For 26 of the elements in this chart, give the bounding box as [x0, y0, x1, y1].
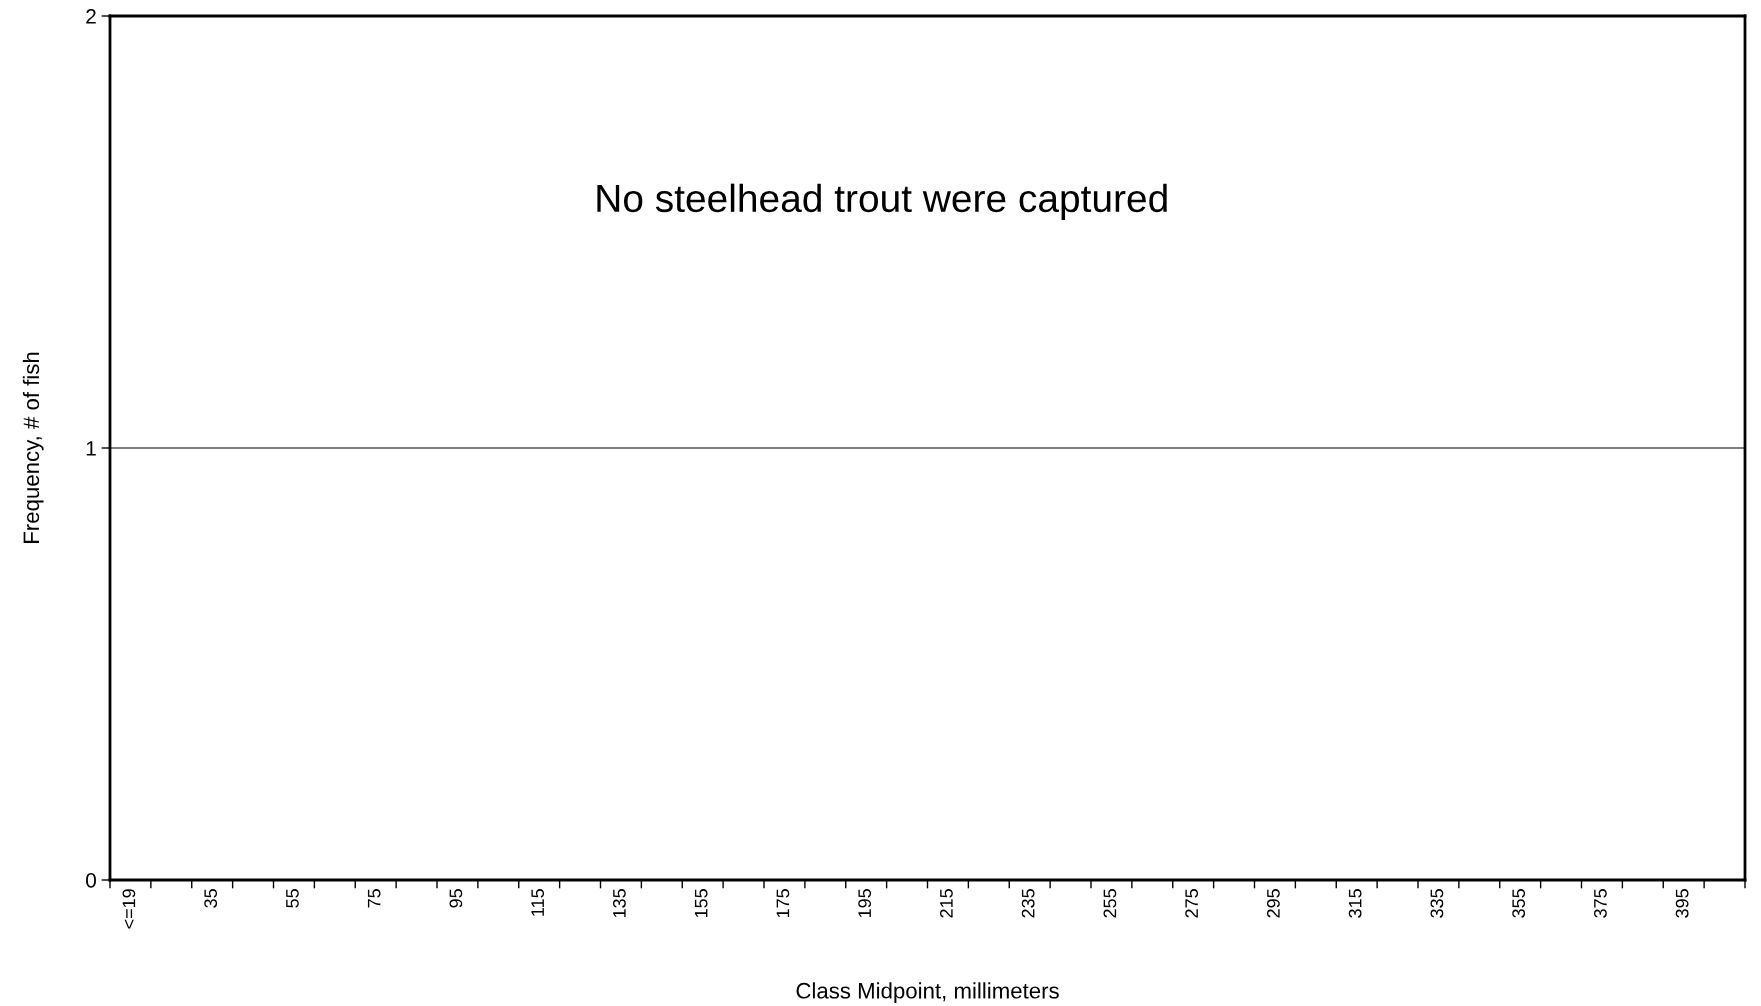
x-tick-label: 255 — [1103, 889, 1117, 918]
x-tick-label: 395 — [1675, 889, 1689, 918]
x-tick-label: 195 — [858, 889, 872, 918]
y-tick-label: 0 — [86, 873, 96, 888]
x-tick-label: 375 — [1594, 889, 1607, 918]
y-tick-label: 1 — [86, 441, 96, 456]
y-axis-title: Frequency, # of fish — [22, 352, 44, 543]
x-tick-label: 215 — [940, 889, 953, 918]
x-tick-label: 155 — [694, 889, 708, 918]
y-tick-label: 2 — [86, 9, 96, 24]
x-tick-label: 315 — [1348, 889, 1362, 918]
x-axis-title: Class Midpoint, millimeters — [796, 982, 1059, 1003]
annotation: No steelhead trout were captured — [597, 183, 1167, 220]
x-tick-label: 275 — [1185, 889, 1199, 918]
x-tick-label: 115 — [531, 889, 545, 916]
x-tick-label: 295 — [1267, 889, 1280, 918]
x-tick-label: 95 — [449, 889, 463, 908]
x-tick-label: 55 — [286, 889, 299, 908]
x-tick-label: 135 — [613, 889, 626, 918]
x-tick-label: 335 — [1430, 889, 1444, 918]
x-tick-label: 35 — [204, 889, 218, 908]
x-tick-label: 175 — [776, 889, 790, 918]
x-tick-label: <=19 — [122, 889, 136, 929]
x-tick-label: 355 — [1512, 889, 1526, 918]
x-tick-label: 235 — [1021, 889, 1035, 918]
x-tick-label: 75 — [367, 889, 381, 908]
